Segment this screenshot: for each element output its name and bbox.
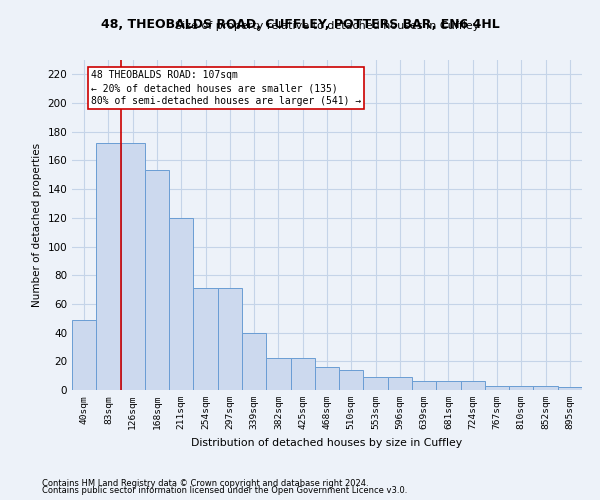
- X-axis label: Distribution of detached houses by size in Cuffley: Distribution of detached houses by size …: [191, 438, 463, 448]
- Bar: [461, 382, 485, 390]
- Bar: [218, 288, 242, 390]
- Bar: [96, 143, 121, 390]
- Bar: [558, 387, 582, 390]
- Y-axis label: Number of detached properties: Number of detached properties: [32, 143, 42, 307]
- Bar: [436, 382, 461, 390]
- Text: 48, THEOBALDS ROAD, CUFFLEY, POTTERS BAR, EN6 4HL: 48, THEOBALDS ROAD, CUFFLEY, POTTERS BAR…: [101, 18, 499, 30]
- Bar: [364, 377, 388, 390]
- Bar: [145, 170, 169, 390]
- Bar: [533, 386, 558, 390]
- Bar: [485, 386, 509, 390]
- Bar: [169, 218, 193, 390]
- Bar: [339, 370, 364, 390]
- Bar: [193, 288, 218, 390]
- Bar: [266, 358, 290, 390]
- Bar: [412, 382, 436, 390]
- Bar: [290, 358, 315, 390]
- Bar: [315, 367, 339, 390]
- Text: Contains HM Land Registry data © Crown copyright and database right 2024.: Contains HM Land Registry data © Crown c…: [42, 478, 368, 488]
- Bar: [242, 332, 266, 390]
- Text: 48 THEOBALDS ROAD: 107sqm
← 20% of detached houses are smaller (135)
80% of semi: 48 THEOBALDS ROAD: 107sqm ← 20% of detac…: [91, 70, 361, 106]
- Bar: [72, 320, 96, 390]
- Text: Contains public sector information licensed under the Open Government Licence v3: Contains public sector information licen…: [42, 486, 407, 495]
- Bar: [509, 386, 533, 390]
- Title: Size of property relative to detached houses in Cuffley: Size of property relative to detached ho…: [175, 22, 479, 32]
- Bar: [121, 143, 145, 390]
- Bar: [388, 377, 412, 390]
